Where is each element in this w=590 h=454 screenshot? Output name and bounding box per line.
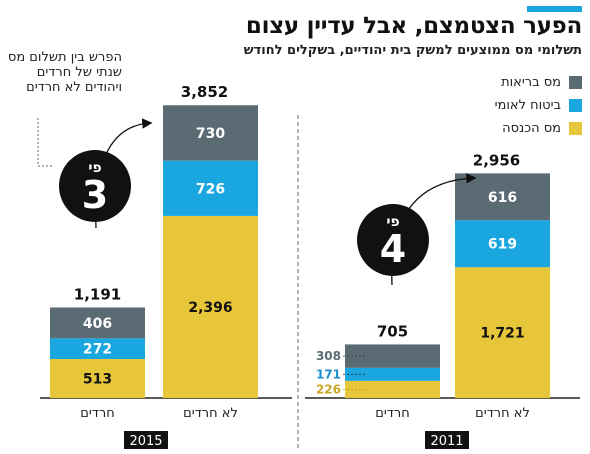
bar-segment-national-insurance [163,160,258,216]
legend-label-health: מס בריאות [501,75,561,90]
segment-value-label: 730 [196,126,225,142]
bar-segment-income-tax [163,215,258,398]
bar-segment-national-insurance [50,338,145,360]
segment-value-label: 726 [196,181,225,197]
legend-label-income-tax: מס הכנסה [502,121,561,136]
legend-item-income-tax: מס הכנסה [495,117,582,140]
year-label: 2015 [129,434,162,449]
bar-segment-national-insurance [345,367,440,381]
ratio-bubble [357,204,429,276]
segment-value-label: 2,396 [188,300,232,316]
legend-item-health: מס בריאות [495,71,582,94]
legend-swatch-national-insurance [569,99,582,112]
page-subtitle: תשלומי מס ממוצעים למשק בית יהודיים, בשקל… [243,43,582,58]
annotation-note: הפרש בין תשלום מס שנתי של חרדים ויהודים … [7,50,122,95]
bar-segment-health-tax [50,307,145,339]
ratio-prefix: פי [88,160,101,176]
segment-value-label: 619 [488,237,517,253]
category-label: חרדים [375,406,409,421]
segment-value-label: 272 [83,342,112,358]
segment-value-label: 406 [83,316,112,332]
segment-value-label: 1,721 [480,326,524,342]
bar-segment-income-tax [455,267,550,398]
bar-segment-income-tax [345,380,440,398]
segment-value-label: 513 [83,372,112,388]
category-label: לא חרדים [475,406,530,421]
bar-total-label: 2,956 [473,151,520,169]
bar-total-label: 1,191 [74,285,121,303]
bar-segment-income-tax [50,359,145,398]
accent-bar [527,6,582,12]
ratio-bubble [59,150,131,222]
segment-value-label: 308 [316,349,341,363]
legend: מס בריאות ביטוח לאומי מס הכנסה [495,71,582,140]
page-title: הפער הצטמצם, אבל עדיין עצום [245,13,582,39]
year-label-box [124,431,168,449]
bar-total-label: 705 [377,322,408,340]
bar-segment-health-tax [345,344,440,368]
legend-swatch-income-tax [569,122,582,135]
legend-swatch-health [569,76,582,89]
bar-total-label: 3,852 [181,83,228,101]
year-label-box [425,431,469,449]
segment-value-label: 226 [316,382,341,396]
segment-value-label: 616 [488,190,517,206]
category-label: לא חרדים [183,406,238,421]
year-label: 2011 [430,434,463,449]
ratio-value: 4 [380,227,406,271]
bar-segment-national-insurance [455,220,550,268]
segment-value-label: 171 [316,367,341,381]
annotation-leader [37,118,54,167]
ratio-value: 3 [82,173,108,217]
category-label: חרדים [80,406,114,421]
ratio-prefix: פי [386,214,399,230]
bar-segment-health-tax [163,105,258,161]
legend-item-national-insurance: ביטוח לאומי [495,94,582,117]
legend-label-national-insurance: ביטוח לאומי [494,98,561,113]
